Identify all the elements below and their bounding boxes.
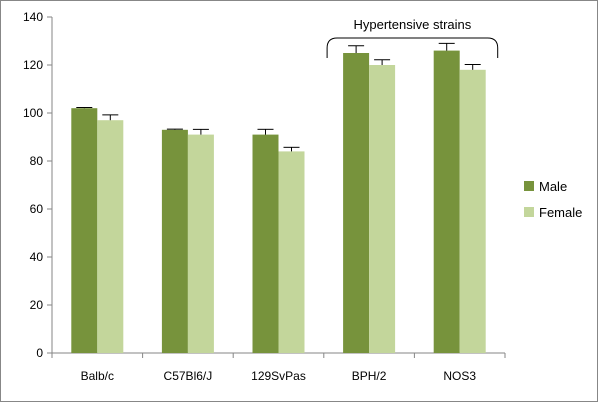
bar-male bbox=[343, 53, 370, 353]
y-tick-label: 140 bbox=[23, 10, 43, 24]
y-tick-label: 100 bbox=[23, 106, 43, 120]
annotation-bracket bbox=[326, 37, 499, 58]
bar-female bbox=[278, 151, 305, 353]
y-axis-ticks: 0 20 40 60 80 100 120 140 bbox=[23, 10, 52, 360]
x-tick-label: C57Bl6/J bbox=[164, 369, 213, 383]
bar-male bbox=[161, 129, 188, 353]
bar-male bbox=[71, 108, 98, 353]
bar-female bbox=[97, 120, 124, 353]
x-axis-labels: Balb/c C57Bl6/J 129SvPas BPH/2 NOS3 bbox=[81, 369, 477, 383]
error-bars bbox=[76, 42, 481, 152]
x-tick-label: BPH/2 bbox=[352, 369, 387, 383]
x-tick-label: Balb/c bbox=[81, 369, 114, 383]
y-tick-label: 20 bbox=[30, 298, 44, 312]
y-tick-label: 80 bbox=[30, 154, 44, 168]
legend-label-female: Female bbox=[539, 205, 582, 220]
bars bbox=[71, 50, 486, 354]
y-tick-label: 120 bbox=[23, 58, 43, 72]
bar-female bbox=[369, 65, 396, 353]
bar-male bbox=[252, 134, 279, 353]
legend-swatch-male bbox=[524, 181, 534, 191]
bar-female bbox=[187, 134, 214, 353]
legend: Male Female bbox=[524, 179, 582, 220]
annotation-label: Hypertensive strains bbox=[354, 17, 472, 32]
y-tick-label: 40 bbox=[30, 250, 44, 264]
hypertensive-annotation: Hypertensive strains bbox=[326, 17, 499, 58]
bar-male bbox=[433, 50, 460, 353]
x-tick-label: NOS3 bbox=[443, 369, 476, 383]
y-tick-label: 0 bbox=[36, 346, 43, 360]
bar-female bbox=[459, 69, 486, 354]
y-tick-label: 60 bbox=[30, 202, 44, 216]
legend-label-male: Male bbox=[539, 179, 567, 194]
x-tick-label: 129SvPas bbox=[251, 369, 306, 383]
legend-swatch-female bbox=[524, 207, 534, 217]
